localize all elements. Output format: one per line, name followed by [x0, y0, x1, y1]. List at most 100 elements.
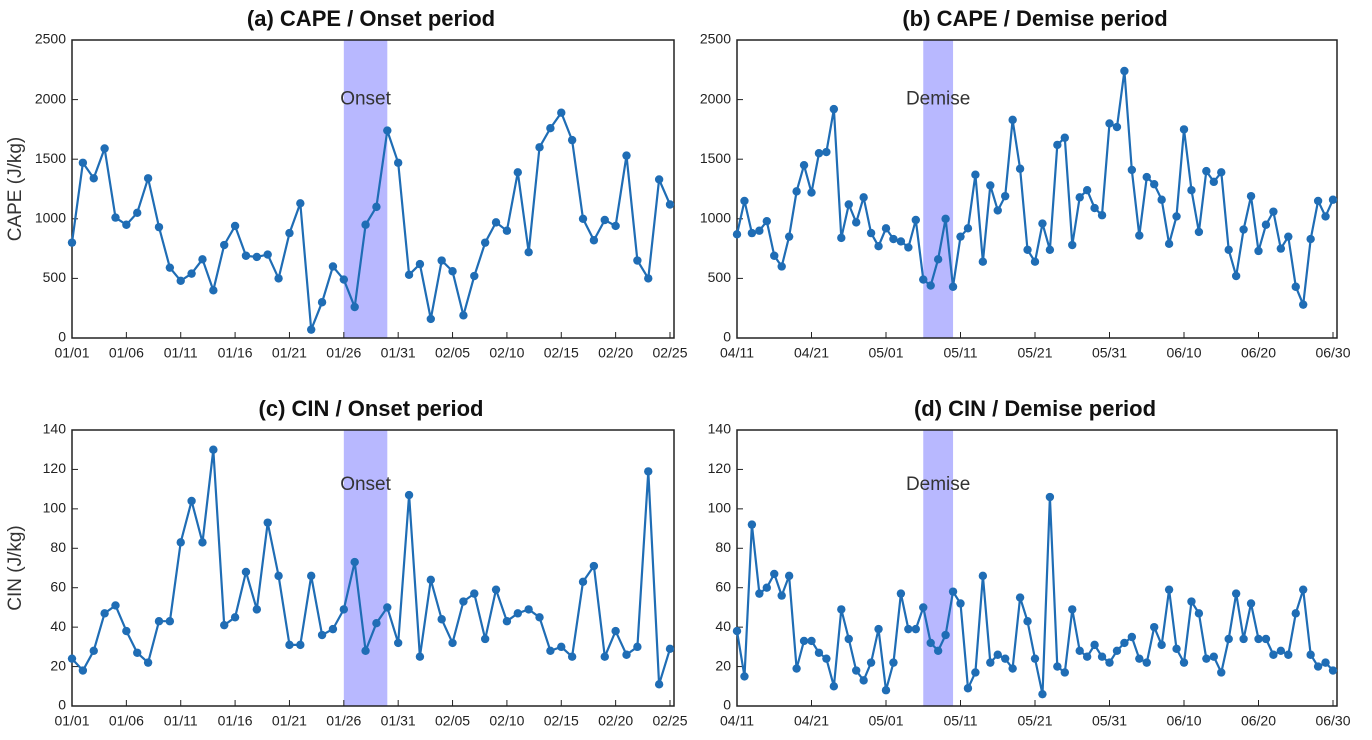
data-point [732, 626, 742, 636]
y-tick-label: 20 [715, 657, 731, 673]
data-point [755, 226, 764, 235]
data-point [971, 668, 980, 677]
data-point [1001, 191, 1010, 201]
data-point [1030, 257, 1040, 266]
data-point [1023, 245, 1032, 254]
data-point [829, 682, 839, 691]
data-point [814, 648, 824, 657]
chart-title: (c) CIN / Onset period [259, 396, 484, 421]
y-tick-label: 0 [723, 329, 731, 345]
data-point [535, 143, 544, 152]
data-point [220, 620, 229, 630]
data-point [948, 587, 958, 596]
data-point [971, 170, 980, 179]
y-tick-label: 500 [43, 269, 67, 285]
data-point [732, 230, 742, 239]
data-point [1187, 185, 1196, 195]
y-tick-label: 140 [43, 421, 67, 437]
data-point [1157, 195, 1166, 204]
y-tick-label: 500 [708, 269, 732, 285]
annotation: Onset [340, 89, 391, 110]
y-tick-label: 1500 [35, 150, 66, 166]
chart-title: (d) CIN / Demise period [914, 396, 1156, 421]
x-tick-label: 06/20 [1241, 345, 1276, 361]
data-point [633, 642, 642, 652]
data-point [1179, 125, 1189, 134]
data-point [165, 617, 175, 626]
data-point [956, 232, 965, 241]
data-point [933, 255, 943, 264]
data-point [557, 108, 566, 117]
x-tick-label: 05/21 [1017, 713, 1052, 729]
data-point [1276, 244, 1286, 253]
x-tick-label: 02/20 [598, 345, 633, 361]
data-point [296, 640, 305, 650]
data-point [1291, 282, 1300, 291]
data-point [1224, 634, 1233, 644]
data-point [911, 215, 920, 225]
data-point [67, 238, 77, 247]
data-point [807, 636, 816, 646]
data-point [252, 252, 262, 262]
data-point [1328, 195, 1338, 204]
data-point [437, 615, 446, 624]
data-point [426, 575, 435, 585]
data-point [896, 237, 906, 246]
data-point [1001, 654, 1010, 663]
data-point [339, 605, 349, 614]
data-point [546, 124, 555, 133]
data-point [941, 630, 950, 640]
data-point [1112, 122, 1122, 132]
x-tick-label: 01/16 [218, 713, 253, 729]
data-point [919, 275, 928, 284]
data-line [735, 70, 1335, 309]
data-point [948, 282, 958, 291]
data-point [770, 251, 779, 260]
data-point [1097, 211, 1107, 220]
x-tick-label: 04/11 [720, 713, 754, 729]
data-point [1008, 664, 1017, 673]
data-point [393, 638, 403, 648]
data-point [986, 658, 995, 667]
data-point [633, 256, 642, 265]
data-point [1261, 634, 1271, 644]
data-point [1313, 662, 1323, 671]
data-point [470, 589, 479, 598]
data-point [792, 187, 801, 196]
data-point [111, 213, 120, 222]
data-point [874, 242, 883, 251]
data-point [535, 613, 544, 622]
y-tick-label: 1500 [700, 150, 731, 166]
data-point [784, 571, 794, 581]
data-point [926, 638, 935, 648]
data-point [1246, 599, 1256, 608]
data-point [799, 636, 809, 646]
data-point [837, 233, 846, 243]
data-point [611, 221, 620, 231]
x-tick-label: 06/10 [1166, 345, 1201, 361]
data-point [133, 208, 142, 218]
data-point [904, 243, 913, 252]
data-point [1060, 133, 1070, 142]
data-point [89, 646, 98, 655]
data-point [993, 650, 1002, 659]
data-point [611, 626, 620, 636]
data-point [1239, 225, 1248, 234]
data-point [1150, 180, 1159, 189]
x-tick-label: 05/01 [868, 345, 903, 361]
data-point [230, 613, 240, 622]
y-tick-label: 120 [43, 460, 67, 476]
data-point [1202, 654, 1211, 663]
data-point [911, 624, 920, 634]
data-point [78, 158, 88, 167]
data-point [285, 640, 294, 650]
data-point [1254, 246, 1263, 256]
data-point [524, 247, 533, 257]
data-point [747, 228, 757, 238]
x-tick-label: 06/30 [1315, 345, 1350, 361]
x-tick-label: 05/01 [868, 713, 903, 729]
data-point [557, 642, 566, 652]
x-tick-label: 04/21 [794, 713, 829, 729]
data-point [919, 603, 928, 612]
data-point [852, 218, 861, 227]
